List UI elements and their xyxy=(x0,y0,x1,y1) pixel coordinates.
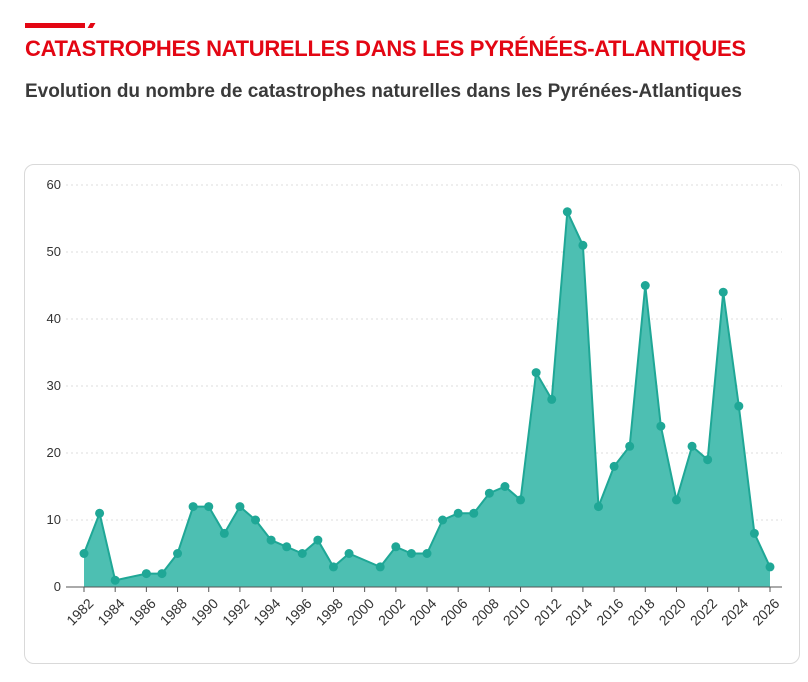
data-point[interactable] xyxy=(718,287,728,297)
x-tick-label: 2024 xyxy=(718,595,751,628)
data-points xyxy=(79,207,775,585)
data-point[interactable] xyxy=(251,515,260,525)
data-point[interactable] xyxy=(625,441,635,451)
data-point[interactable] xyxy=(438,515,448,525)
data-point[interactable] xyxy=(687,441,697,451)
x-tick-label: 2026 xyxy=(749,595,782,628)
x-tick-label: 2008 xyxy=(468,595,501,628)
data-point[interactable] xyxy=(749,528,759,538)
y-tick-label: 0 xyxy=(54,579,61,594)
data-point[interactable] xyxy=(219,528,229,538)
data-point[interactable] xyxy=(594,502,603,512)
data-point[interactable] xyxy=(734,401,744,411)
x-tick-label: 1992 xyxy=(219,595,252,628)
data-point[interactable] xyxy=(266,535,276,545)
data-point[interactable] xyxy=(391,542,401,552)
data-point[interactable] xyxy=(562,207,572,217)
y-tick-label: 20 xyxy=(47,445,61,460)
series-area xyxy=(84,211,770,588)
data-point[interactable] xyxy=(500,482,510,491)
x-tick-label: 1990 xyxy=(188,595,221,628)
x-tick-label: 1994 xyxy=(250,595,283,628)
y-axis-ticks: 0 10 20 30 40 50 60 xyxy=(47,177,61,594)
data-point[interactable] xyxy=(640,281,650,290)
x-tick-label: 2020 xyxy=(656,595,689,628)
x-tick-label: 2016 xyxy=(593,595,626,628)
y-tick-label: 30 xyxy=(47,378,61,393)
data-point[interactable] xyxy=(297,549,307,558)
data-point[interactable] xyxy=(157,569,167,579)
x-tick-label: 1984 xyxy=(94,595,127,628)
data-point[interactable] xyxy=(344,549,354,558)
title-accent-bar xyxy=(25,23,85,28)
data-point[interactable] xyxy=(375,562,385,572)
grid-lines xyxy=(66,184,782,521)
data-point[interactable] xyxy=(609,461,619,471)
data-point[interactable] xyxy=(282,542,292,552)
x-tick-label: 2018 xyxy=(624,595,657,628)
x-tick-label: 2004 xyxy=(406,595,439,628)
x-tick-label: 2012 xyxy=(531,595,564,628)
data-point[interactable] xyxy=(204,502,214,512)
y-tick-label: 40 xyxy=(47,311,61,326)
page-title: CATASTROPHES NATURELLES DANS LES PYRÉNÉE… xyxy=(25,36,746,61)
x-tick-label: 2014 xyxy=(562,595,595,628)
y-tick-label: 60 xyxy=(47,177,61,192)
data-point[interactable] xyxy=(173,549,183,558)
y-tick-label: 10 xyxy=(47,512,61,527)
data-point[interactable] xyxy=(469,508,479,518)
x-tick-label: 2022 xyxy=(687,595,720,628)
data-point[interactable] xyxy=(95,508,105,518)
x-tick-label: 1996 xyxy=(281,595,314,628)
x-tick-label: 1988 xyxy=(157,595,190,628)
data-point[interactable] xyxy=(765,562,775,572)
x-tick-label: 2010 xyxy=(500,595,533,628)
x-tick-label: 2002 xyxy=(375,595,408,628)
data-point[interactable] xyxy=(453,508,463,518)
x-tick-label: 2000 xyxy=(344,595,377,628)
data-point[interactable] xyxy=(141,569,151,579)
data-point[interactable] xyxy=(313,535,323,545)
x-tick-label: 1998 xyxy=(313,595,346,628)
data-point[interactable] xyxy=(516,495,526,505)
data-point[interactable] xyxy=(235,502,245,512)
x-tick-label: 1982 xyxy=(63,595,96,628)
data-point[interactable] xyxy=(547,394,557,404)
x-tick-label: 2006 xyxy=(437,595,470,628)
data-point[interactable] xyxy=(406,549,416,558)
x-tick-label: 1986 xyxy=(125,595,158,628)
data-point[interactable] xyxy=(188,502,198,512)
data-point[interactable] xyxy=(656,421,666,431)
data-point[interactable] xyxy=(671,495,681,505)
y-tick-label: 50 xyxy=(47,244,61,259)
chart-subtitle: Evolution du nombre de catastrophes natu… xyxy=(25,81,742,102)
data-point[interactable] xyxy=(422,549,432,558)
data-point[interactable] xyxy=(328,562,338,572)
data-point[interactable] xyxy=(110,575,120,585)
data-point[interactable] xyxy=(578,240,588,250)
data-point[interactable] xyxy=(703,455,713,465)
data-point[interactable] xyxy=(484,488,494,498)
data-point[interactable] xyxy=(531,368,541,378)
data-point[interactable] xyxy=(79,549,89,558)
x-axis-ticks: 1982198419861988199019921994199619982000… xyxy=(63,587,783,629)
